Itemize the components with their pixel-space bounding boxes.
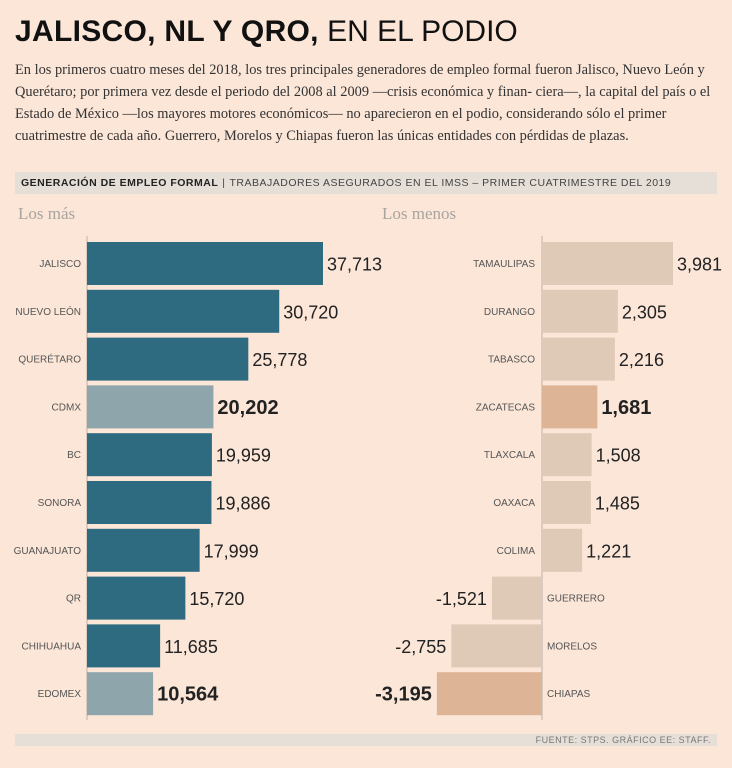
category-label: EDOMEX xyxy=(38,689,82,700)
bar-bc xyxy=(87,433,212,477)
category-label: TLAXCALA xyxy=(484,450,535,461)
value-label: 19,886 xyxy=(215,494,270,514)
category-label: BC xyxy=(67,450,81,461)
value-label: 11,685 xyxy=(164,637,218,657)
value-label: 1,485 xyxy=(595,494,640,514)
value-label: 15,720 xyxy=(189,589,244,609)
value-label: 10,564 xyxy=(157,684,219,706)
page-title: JALISCO, NL Y QRO, EN EL PODIO xyxy=(15,12,518,52)
bar-tamaulipas xyxy=(542,242,673,285)
bar-zacatecas xyxy=(542,385,598,429)
category-label: MORELOS xyxy=(547,641,597,652)
value-label: 3,981 xyxy=(677,255,722,275)
bar-morelos xyxy=(451,624,542,668)
title-bold: JALISCO, NL Y QRO, xyxy=(15,15,319,48)
category-label: TAMAULIPAS xyxy=(473,259,535,270)
category-label: CDMX xyxy=(52,402,82,413)
intro-paragraph: En los primeros cuatro meses del 2018, l… xyxy=(15,62,711,144)
value-label: 1,681 xyxy=(601,397,651,419)
bar-cdmx xyxy=(87,385,214,429)
value-label: -2,755 xyxy=(395,637,446,657)
value-label: -1,521 xyxy=(436,589,487,609)
chart-header-sub: TRABAJADORES ASEGURADOS EN EL IMSS – PRI… xyxy=(229,177,672,189)
bar-nuevo-león xyxy=(87,289,280,333)
bar-guerrero xyxy=(491,576,542,620)
bar-tabasco xyxy=(542,337,615,381)
category-label: CHIHUAHUA xyxy=(22,641,82,652)
value-label: -3,195 xyxy=(375,684,432,706)
value-label: 20,202 xyxy=(217,397,278,419)
bar-chihuahua xyxy=(87,624,161,668)
category-label: COLIMA xyxy=(497,546,536,557)
bar-durango xyxy=(542,289,618,333)
value-label: 17,999 xyxy=(204,541,259,561)
value-label: 2,305 xyxy=(622,302,667,322)
value-label: 25,778 xyxy=(252,350,307,370)
chart-header: GENERACIÓN DE EMPLEO FORMAL | TRABAJADORES… xyxy=(15,172,717,194)
category-label: NUEVO LEÓN xyxy=(15,305,81,318)
category-label: QR xyxy=(66,594,81,605)
category-label: ZACATECAS xyxy=(476,402,536,413)
title-light: EN EL PODIO xyxy=(327,15,518,48)
value-label: 37,713 xyxy=(327,255,382,275)
bar-edomex xyxy=(87,672,154,716)
value-label: 1,221 xyxy=(586,541,631,561)
category-label: TABASCO xyxy=(488,355,535,366)
source-text: FUENTE: STPS. GRÁFICO EE: STAFF. xyxy=(535,735,711,745)
value-label: 2,216 xyxy=(619,350,664,370)
value-label: 1,508 xyxy=(596,446,641,466)
bar-jalisco xyxy=(87,242,323,285)
category-label: DURANGO xyxy=(484,307,535,318)
bar-guanajuato xyxy=(87,528,200,572)
category-label: JALISCO xyxy=(39,259,81,270)
category-label: GUERRERO xyxy=(547,594,605,605)
bar-chiapas xyxy=(436,672,542,716)
category-label: GUANAJUATO xyxy=(14,546,82,557)
section-title-bottom: Los menos xyxy=(382,204,457,223)
chart-header-separator: | xyxy=(222,177,226,189)
value-label: 30,720 xyxy=(283,302,338,322)
bar-colima xyxy=(542,528,583,572)
bar-tlaxcala xyxy=(542,433,592,477)
category-label: SONORA xyxy=(38,498,82,509)
chart-header-main: GENERACIÓN DE EMPLEO FORMAL xyxy=(21,177,219,189)
category-label: OAXACA xyxy=(493,498,535,509)
source-footer: FUENTE: STPS. GRÁFICO EE: STAFF. xyxy=(15,734,717,746)
bar-oaxaca xyxy=(542,481,591,524)
category-label: QUERÉTARO xyxy=(18,353,81,366)
category-label: CHIAPAS xyxy=(547,689,590,700)
section-title-top: Los más xyxy=(18,204,76,223)
bar-sonora xyxy=(87,481,212,524)
bar-querétaro xyxy=(87,337,249,381)
bar-qr xyxy=(87,576,186,620)
value-label: 19,959 xyxy=(216,446,271,466)
